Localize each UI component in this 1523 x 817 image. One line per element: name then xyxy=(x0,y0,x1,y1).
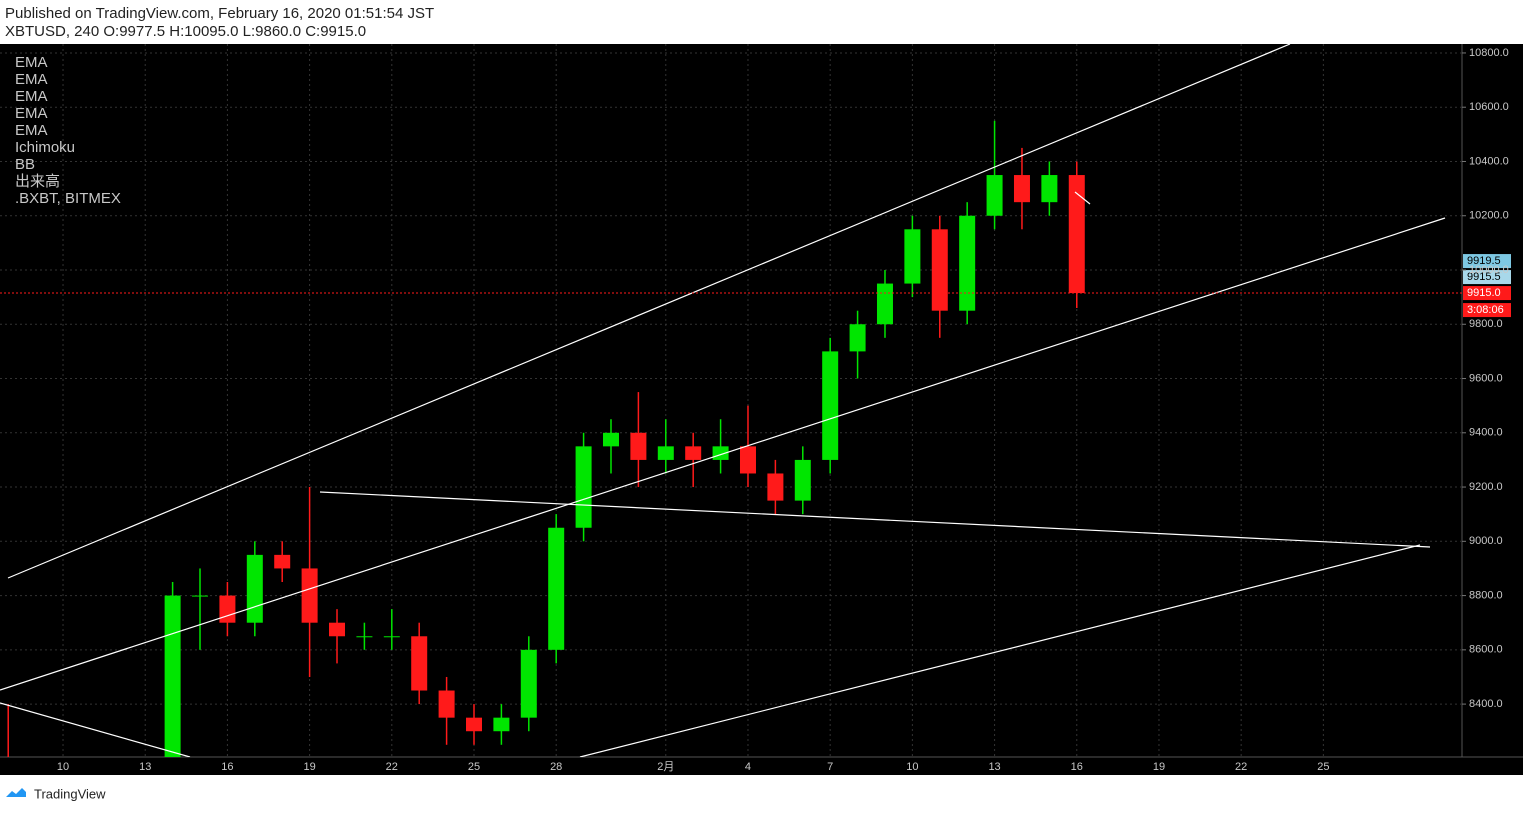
price-label: 9915.0 xyxy=(1467,287,1501,299)
candle-body xyxy=(822,351,839,460)
candle-body xyxy=(164,595,181,757)
indicator-name: EMA xyxy=(15,54,48,71)
candle-body xyxy=(465,717,482,732)
published: Published on TradingView.com, February 1… xyxy=(5,5,434,22)
y-tick-label: 8600.0 xyxy=(1469,644,1503,656)
y-tick-label: 10600.0 xyxy=(1469,101,1509,113)
footer-bg xyxy=(0,775,1523,812)
trend-line xyxy=(579,544,1421,757)
brand: TradingView xyxy=(34,786,106,801)
price-labels: 9919.5 9915.5 9915.0 3:08:06 xyxy=(0,254,1511,318)
candle-body xyxy=(986,175,1003,216)
candle-body xyxy=(1041,175,1058,203)
y-tick-label: 10800.0 xyxy=(1469,47,1509,59)
x-tick-label: 19 xyxy=(1153,761,1165,773)
symbol-info: XBTUSD, 240 O:9977.5 H:10095.0 L:9860.0 … xyxy=(5,23,366,40)
candles xyxy=(7,120,1085,757)
price-label-bg xyxy=(1463,286,1511,301)
trend-line xyxy=(319,491,1431,548)
x-tick-label: 10 xyxy=(906,761,918,773)
y-tick-label: 9600.0 xyxy=(1469,372,1503,384)
candle-body xyxy=(876,283,893,325)
indicator-name: 出来高 xyxy=(15,173,60,190)
y-tick-label: 10000.0 xyxy=(1469,264,1509,276)
candle-body xyxy=(219,595,236,623)
price-label: 9915.5 xyxy=(1467,271,1501,283)
x-tick-label: 13 xyxy=(988,761,1000,773)
price-label-bg xyxy=(1463,254,1511,269)
candle-body xyxy=(657,446,674,460)
x-tick-label: 13 xyxy=(139,761,151,773)
trend-line xyxy=(1074,191,1091,205)
y-tick-label: 10200.0 xyxy=(1469,210,1509,222)
x-tick-label: 16 xyxy=(221,761,233,773)
candle-body xyxy=(1013,175,1030,203)
y-tick-label: 8800.0 xyxy=(1469,589,1503,601)
candle-body xyxy=(329,622,346,637)
y-tick-label: 9200.0 xyxy=(1469,481,1503,493)
y-tick-label: 9400.0 xyxy=(1469,427,1503,439)
x-tick-label: 19 xyxy=(303,761,315,773)
candle-body xyxy=(685,446,702,460)
candle-body xyxy=(192,595,209,597)
y-tick-label: 10400.0 xyxy=(1469,155,1509,167)
candle-body xyxy=(931,229,948,311)
indicator-name: EMA xyxy=(15,105,48,122)
candle-body xyxy=(849,324,866,352)
trend-line xyxy=(0,702,191,757)
x-tick-label: 22 xyxy=(1235,761,1247,773)
indicator-name: BB xyxy=(15,156,35,173)
x-tick-label: 2月 xyxy=(657,761,674,773)
candle-body xyxy=(493,717,510,732)
price-label: 9919.5 xyxy=(1467,255,1501,267)
x-tick-label: 25 xyxy=(468,761,480,773)
candle-body xyxy=(630,432,647,460)
candle-body xyxy=(356,636,373,638)
candle-body xyxy=(274,554,291,569)
candle-body xyxy=(904,229,921,284)
x-tick-label: 25 xyxy=(1317,761,1329,773)
indicator-name: EMA xyxy=(15,122,48,139)
candle-body xyxy=(739,446,756,474)
indicator-name: Ichimoku xyxy=(15,139,75,156)
candle-body xyxy=(959,215,976,311)
trend-line xyxy=(0,217,1446,691)
x-tick-label: 16 xyxy=(1071,761,1083,773)
candle-body xyxy=(548,527,565,650)
candle-body xyxy=(383,636,400,638)
x-tick-label: 10 xyxy=(57,761,69,773)
countdown: 3:08:06 xyxy=(1467,304,1504,316)
candle-body xyxy=(1068,175,1085,294)
candle-body xyxy=(602,432,619,447)
indicator-name: EMA xyxy=(15,88,48,105)
plot-bg xyxy=(0,44,1523,775)
candle-body xyxy=(767,473,784,501)
candle-body xyxy=(438,690,455,718)
x-tick-label: 4 xyxy=(745,761,751,773)
candle-body xyxy=(411,636,428,691)
candle-body xyxy=(246,554,263,623)
y-tick-label: 9000.0 xyxy=(1469,535,1503,547)
trend-line xyxy=(7,44,1291,579)
indicator-name: .BXBT, BITMEX xyxy=(15,190,121,207)
candle-body xyxy=(575,446,592,528)
y-tick-label: 9800.0 xyxy=(1469,318,1503,330)
y-tick-label: 8400.0 xyxy=(1469,698,1503,710)
logo xyxy=(6,788,26,797)
grid xyxy=(0,44,1462,757)
price-label-bg xyxy=(1463,270,1511,285)
countdown-bg xyxy=(1463,303,1511,318)
x-tick-label: 28 xyxy=(550,761,562,773)
indicator-name: EMA xyxy=(15,71,48,88)
x-tick-label: 7 xyxy=(827,761,833,773)
x-tick-label: 22 xyxy=(386,761,398,773)
candle-body xyxy=(520,649,537,718)
trend-lines xyxy=(0,44,1446,757)
candle-body xyxy=(301,568,318,623)
candle-body xyxy=(794,459,811,501)
